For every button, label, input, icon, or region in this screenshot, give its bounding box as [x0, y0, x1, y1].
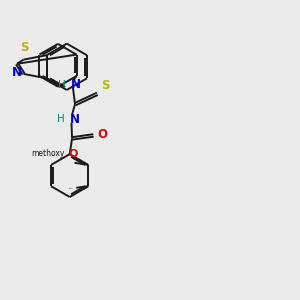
Text: N: N — [71, 78, 81, 92]
Text: S: S — [20, 41, 29, 54]
Text: H: H — [58, 80, 66, 90]
Text: O: O — [68, 149, 77, 159]
Text: O: O — [97, 128, 107, 141]
Text: methoxy: methoxy — [60, 158, 66, 159]
Text: H: H — [57, 114, 64, 124]
Text: methyl: methyl — [69, 188, 74, 189]
Text: N: N — [12, 66, 22, 79]
Text: N: N — [70, 112, 80, 126]
Text: S: S — [101, 79, 110, 92]
Text: methoxy: methoxy — [31, 149, 64, 158]
